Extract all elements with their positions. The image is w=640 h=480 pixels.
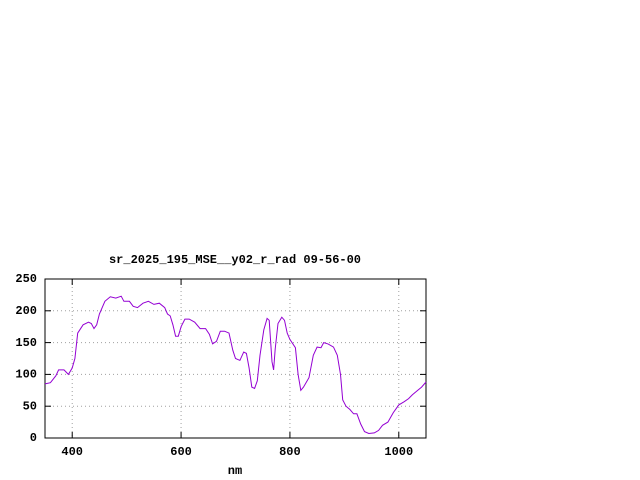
x-tick-label: 800 — [279, 445, 301, 459]
y-tick-label: 50 — [23, 399, 37, 413]
x-tick-label: 600 — [170, 445, 192, 459]
y-tick-label: 0 — [30, 431, 37, 445]
x-tick-label: 400 — [61, 445, 83, 459]
chart-title: sr_2025_195_MSE__y02_r_rad 09-56-00 — [109, 253, 361, 267]
y-tick-label: 150 — [15, 336, 37, 350]
y-tick-label: 100 — [15, 368, 37, 382]
x-tick-label: 1000 — [384, 445, 413, 459]
y-tick-label: 250 — [15, 272, 37, 286]
x-axis-label: nm — [228, 464, 242, 478]
y-tick-label: 200 — [15, 304, 37, 318]
data-line — [44, 295, 427, 435]
plot-border — [44, 278, 427, 439]
